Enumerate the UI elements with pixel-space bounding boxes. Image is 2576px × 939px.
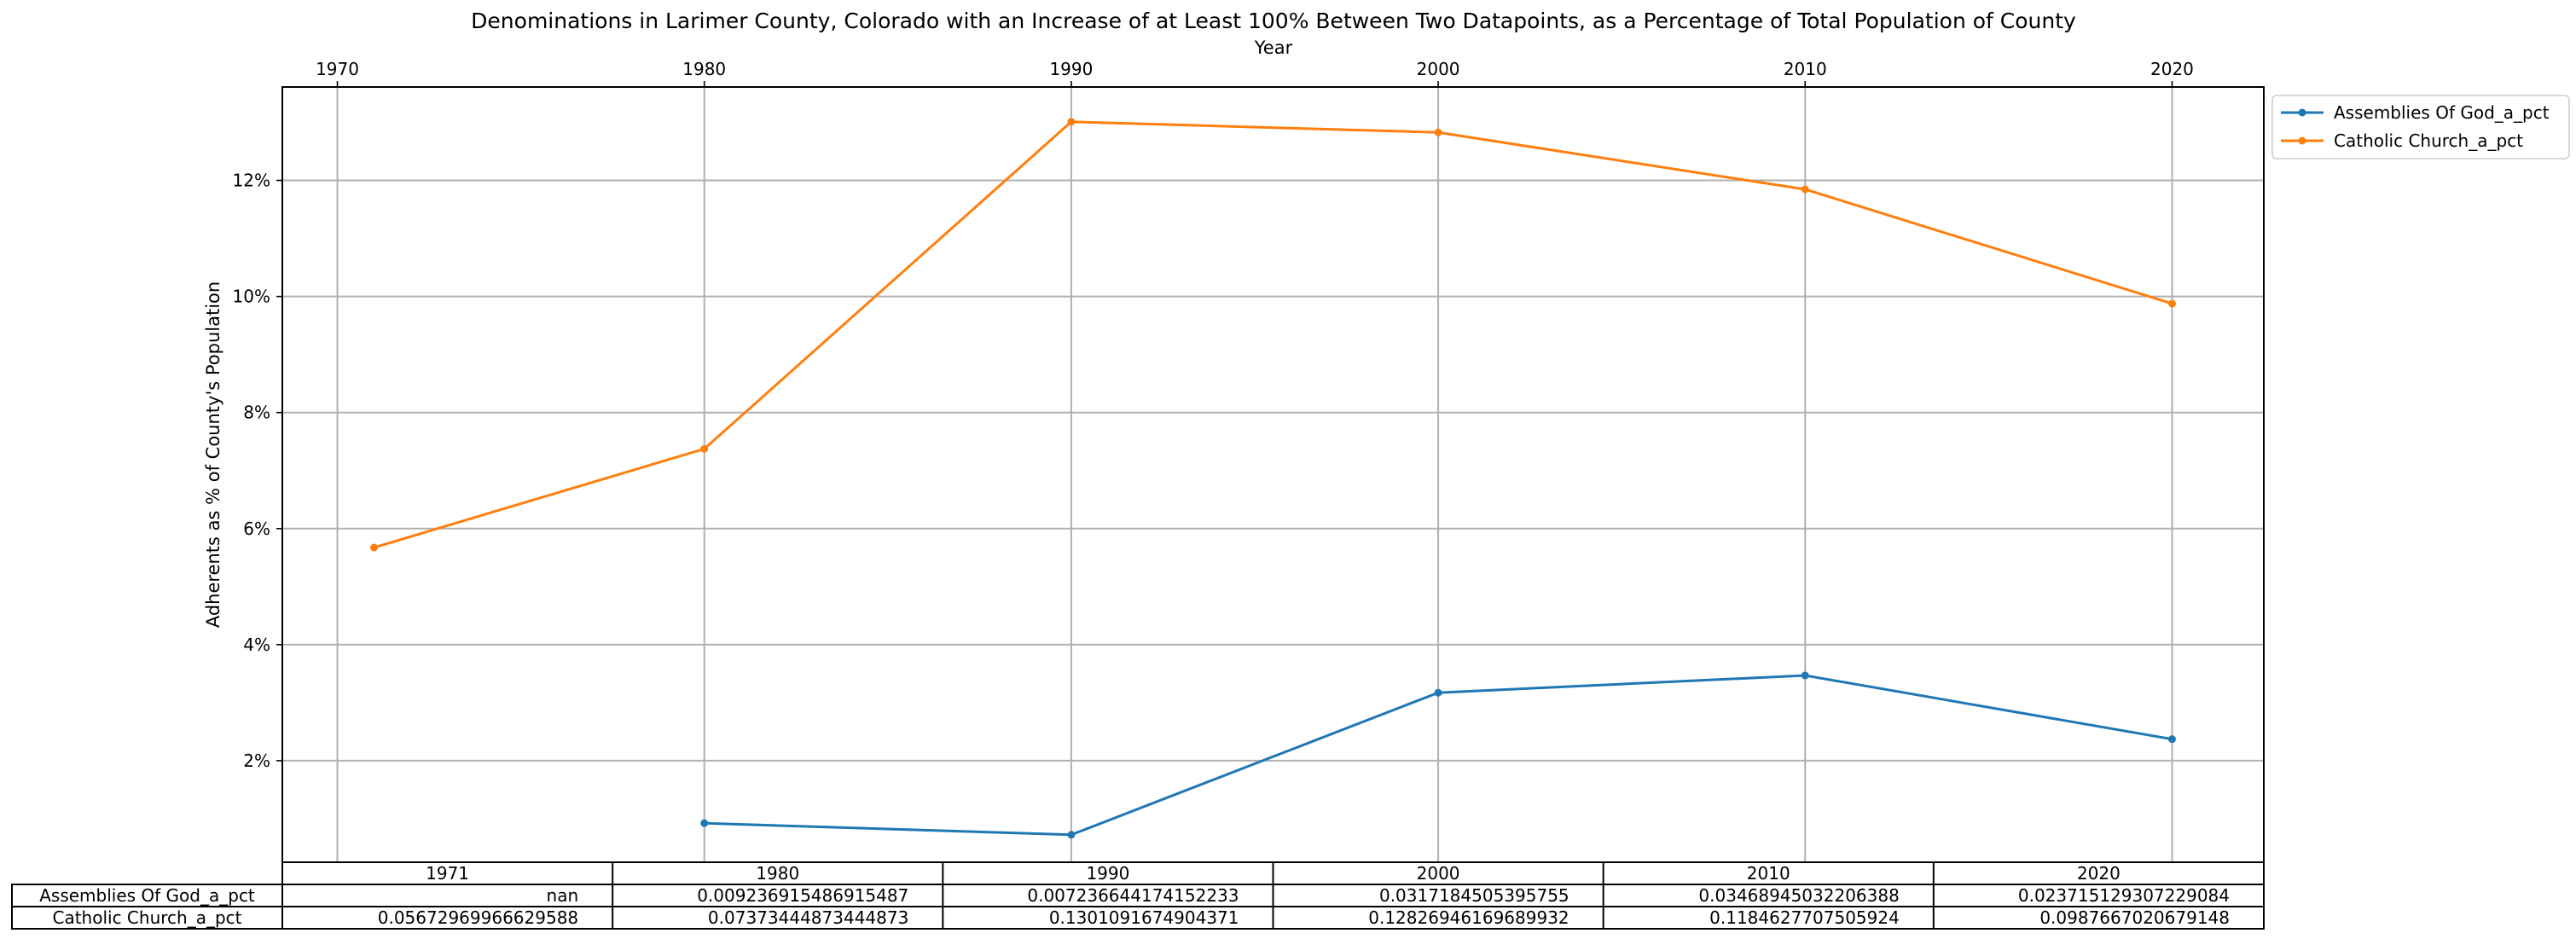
table-col-header-1990: 1990 <box>1086 863 1129 884</box>
legend-marker-assemblies-of-god-a-pct <box>2298 108 2306 117</box>
data-point-catholic-church-a-pct-1971 <box>370 543 379 552</box>
table-cell-assemblies-of-god-a-pct-1990: 0.007236644174152233 <box>1027 885 1239 906</box>
x-tick-label-2020: 2020 <box>2150 59 2194 79</box>
table-row-label-catholic-church-a-pct: Catholic Church_a_pct <box>52 907 241 928</box>
x-tick-label-1970: 1970 <box>316 59 359 79</box>
table-col-header-2010: 2010 <box>1747 863 1790 884</box>
table-col-header-2000: 2000 <box>1417 863 1460 884</box>
x-axis-label: Year <box>1254 38 1293 58</box>
table-cell-catholic-church-a-pct-2000: 0.12826946169689932 <box>1368 907 1569 928</box>
data-point-catholic-church-a-pct-2020 <box>2167 299 2176 308</box>
legend-label-catholic-church-a-pct: Catholic Church_a_pct <box>2334 130 2523 151</box>
y-tick-label-4pct: 4% <box>243 635 270 655</box>
data-point-assemblies-of-god-a-pct-1980 <box>700 819 709 827</box>
chart-title: Denominations in Larimer County, Colorad… <box>471 9 2076 33</box>
y-tick-label-2pct: 2% <box>243 751 270 771</box>
legend-box <box>2271 95 2570 159</box>
data-point-catholic-church-a-pct-1990 <box>1067 118 1076 126</box>
y-axis-ticks: 2% 4% 6% 8% 10% 12% <box>233 171 282 771</box>
series-line-catholic-church-a-pct <box>374 120 2173 549</box>
table-cell-catholic-church-a-pct-1990: 0.1301091674904371 <box>1049 907 1239 928</box>
table-col-header-1980: 1980 <box>756 863 799 884</box>
table-cell-assemblies-of-god-a-pct-1971: nan <box>547 885 579 906</box>
data-table: 1971 1980 1990 2000 2010 2020 Assemblies Of Go… <box>11 861 2265 930</box>
plot-frame <box>281 86 2265 863</box>
table-cell-assemblies-of-god-a-pct-2010: 0.03468945032206388 <box>1698 885 1899 906</box>
table-cell-assemblies-of-god-a-pct-2020: 0.023715129307229084 <box>2018 885 2230 906</box>
y-axis-label: Adherents as % of County's Population <box>203 281 223 628</box>
legend-label-assemblies-of-god-a-pct: Assemblies Of God_a_pct <box>2334 102 2550 123</box>
series-catholic-church-a-pct <box>370 118 2176 552</box>
x-tick-label-2000: 2000 <box>1417 59 1460 79</box>
table-cell-catholic-church-a-pct-1980: 0.07373444873444873 <box>708 907 908 928</box>
data-point-catholic-church-a-pct-2000 <box>1434 128 1442 136</box>
table-cell-assemblies-of-god-a-pct-1980: 0.009236915486915487 <box>697 885 908 906</box>
data-point-assemblies-of-god-a-pct-1990 <box>1067 831 1076 839</box>
table-cell-assemblies-of-god-a-pct-2000: 0.0317184505395755 <box>1379 885 1569 906</box>
y-tick-label-10pct: 10% <box>233 287 270 307</box>
x-tick-label-2010: 2010 <box>1784 59 1827 79</box>
data-point-assemblies-of-god-a-pct-2020 <box>2167 735 2176 744</box>
y-tick-label-8pct: 8% <box>243 403 270 423</box>
data-point-assemblies-of-god-a-pct-2000 <box>1434 688 1442 697</box>
data-point-catholic-church-a-pct-2010 <box>1801 185 1809 194</box>
series-assemblies-of-god-a-pct <box>700 671 2176 839</box>
series <box>370 118 2176 839</box>
table-cell-catholic-church-a-pct-2020: 0.0987667020679148 <box>2039 907 2230 928</box>
table-cell-catholic-church-a-pct-1971: 0.05672969966629588 <box>378 907 578 928</box>
legend: Assemblies Of God_a_pct Catholic Church_a… <box>2271 95 2570 159</box>
table-row-label-assemblies-of-god-a-pct: Assemblies Of God_a_pct <box>39 885 255 906</box>
table-col-header-2020: 2020 <box>2077 863 2121 884</box>
y-tick-label-6pct: 6% <box>243 519 270 539</box>
x-tick-label-1990: 1990 <box>1049 59 1093 79</box>
table-col-header-1971: 1971 <box>426 863 469 884</box>
x-tick-label-1980: 1980 <box>682 59 726 79</box>
legend-marker-catholic-church-a-pct <box>2298 136 2306 145</box>
x-axis-ticks: 1970 1980 1990 2000 2010 2020 <box>316 59 2194 87</box>
y-tick-label-12pct: 12% <box>233 171 270 191</box>
data-point-catholic-church-a-pct-1980 <box>700 444 709 453</box>
grid <box>282 87 2264 862</box>
data-point-assemblies-of-god-a-pct-2010 <box>1801 671 1809 680</box>
table-cell-catholic-church-a-pct-2010: 0.1184627707505924 <box>1709 907 1900 928</box>
